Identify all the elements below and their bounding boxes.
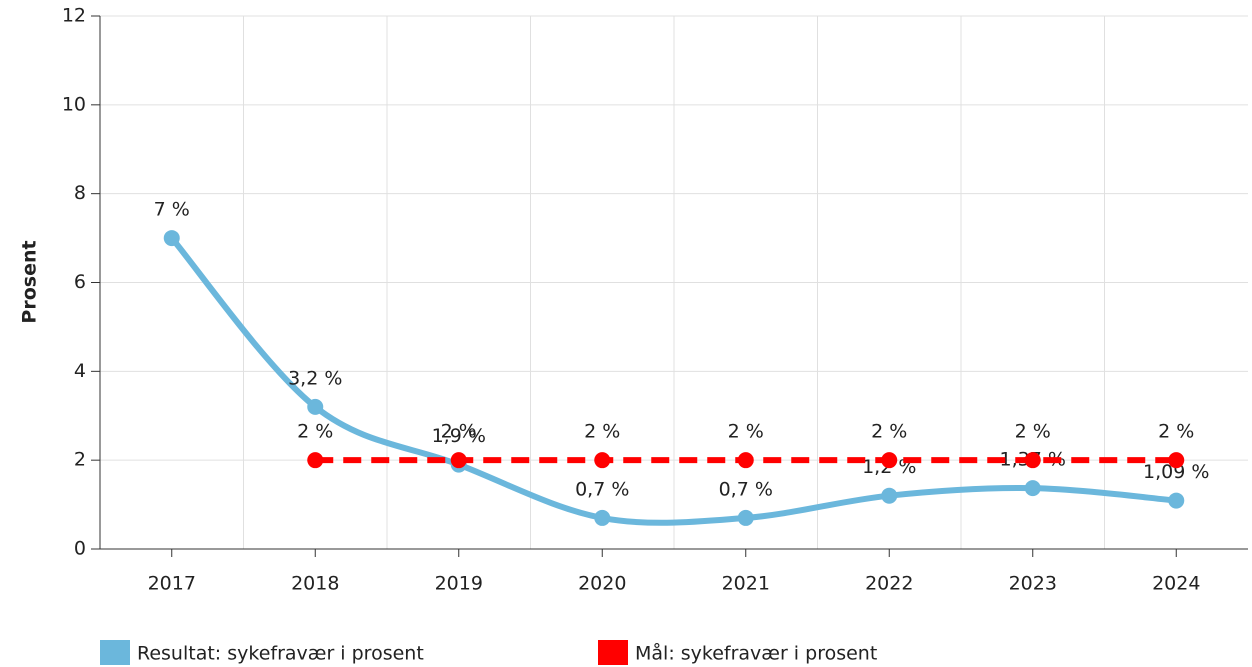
x-tick-label: 2023 (1009, 573, 1057, 595)
data-label: 2 % (441, 421, 477, 443)
data-label: 2 % (584, 421, 620, 443)
data-label: 0,7 % (575, 478, 629, 500)
x-tick-label: 2021 (722, 573, 770, 595)
y-tick-label: 10 (62, 93, 86, 115)
data-point (307, 452, 324, 469)
data-label: 2 % (297, 421, 333, 443)
x-tick-label: 2019 (435, 573, 483, 595)
data-point (594, 509, 611, 526)
y-tick-label: 0 (74, 538, 86, 560)
y-tick-label: 12 (62, 5, 86, 27)
legend-label: Mål: sykefravær i prosent (635, 642, 877, 665)
data-label: 2 % (728, 421, 764, 443)
data-label: 3,2 % (288, 367, 342, 389)
data-point (307, 398, 324, 415)
data-label: 2 % (871, 421, 907, 443)
x-tick-label: 2017 (148, 573, 196, 595)
y-tick-label: 2 (74, 449, 86, 471)
y-tick-label: 6 (74, 271, 86, 293)
x-tick-label: 2022 (865, 573, 913, 595)
legend-label: Resultat: sykefravær i prosent (137, 643, 424, 665)
data-point (163, 230, 180, 247)
data-label: 1,9 % (432, 425, 486, 447)
y-tick-label: 4 (74, 360, 86, 382)
data-point (1024, 480, 1041, 497)
data-point (450, 452, 467, 469)
data-point (881, 487, 898, 504)
y-tick-label: 8 (74, 182, 86, 204)
x-tick-label: 2024 (1152, 573, 1200, 595)
data-label: 2 % (1158, 421, 1194, 443)
data-point (737, 509, 754, 526)
data-label: 2 % (1015, 421, 1051, 443)
x-tick-label: 2018 (291, 573, 339, 595)
data-point (1168, 452, 1185, 469)
data-label: 0,7 % (719, 478, 773, 500)
data-label: 7 % (154, 199, 190, 221)
data-point (1168, 492, 1185, 509)
x-tick-label: 2020 (578, 573, 626, 595)
data-point (594, 452, 611, 469)
data-label: 1,09 % (1143, 461, 1209, 483)
legend-swatch (100, 640, 130, 665)
data-point (737, 452, 754, 469)
legend-swatch (598, 640, 628, 665)
data-point (881, 452, 898, 469)
data-point (1024, 452, 1041, 469)
y-axis-label: Prosent (19, 240, 41, 323)
